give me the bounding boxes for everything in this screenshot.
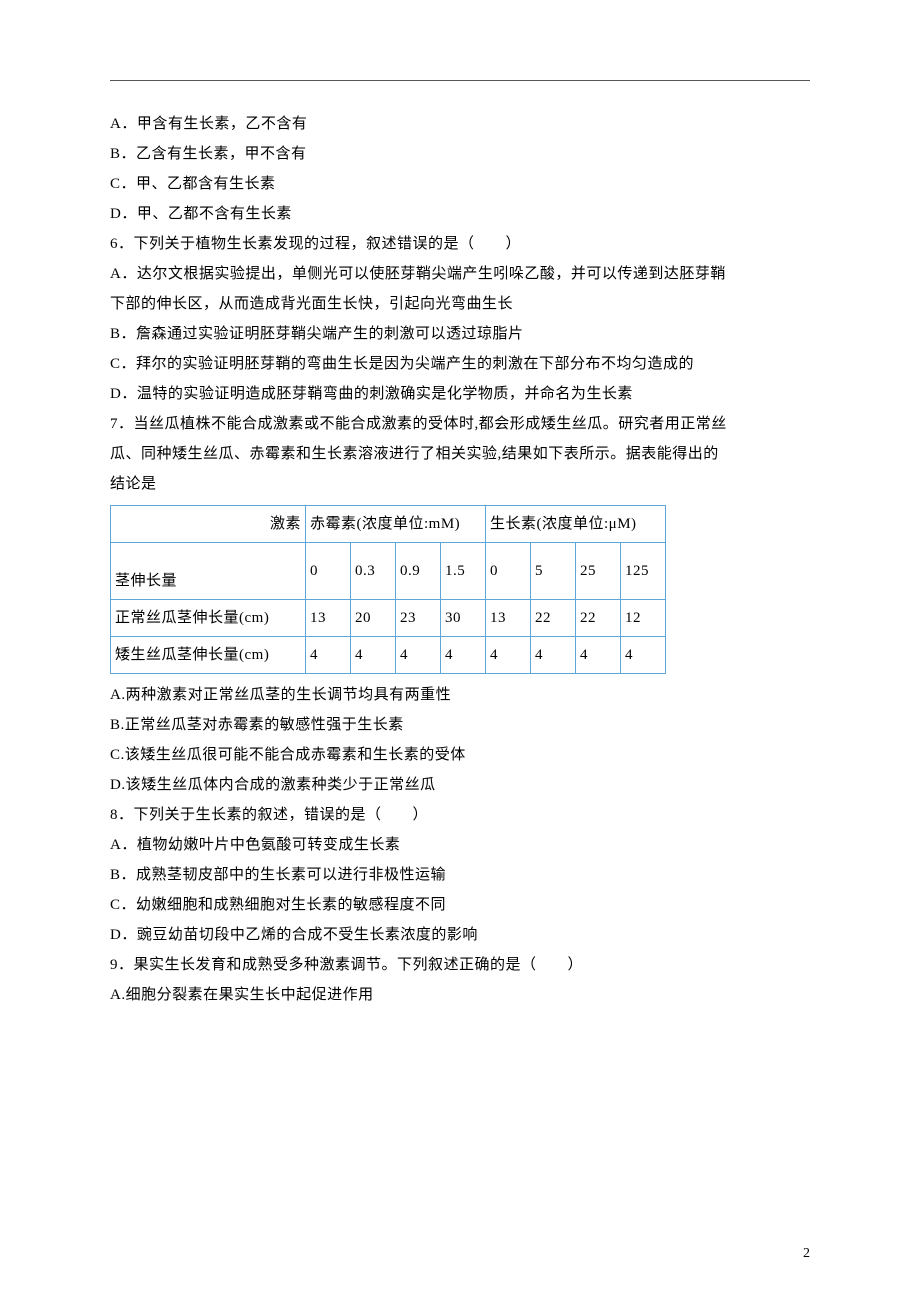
dwarf-v3: 4 bbox=[441, 637, 486, 674]
normal-v1: 20 bbox=[351, 600, 396, 637]
q8-option-b: B．成熟茎韧皮部中的生长素可以进行非极性运输 bbox=[110, 860, 810, 890]
q6-stem: 6．下列关于植物生长素发现的过程，叙述错误的是（ ） bbox=[110, 229, 810, 259]
table-row-dwarf: 矮生丝瓜茎伸长量(cm) 4 4 4 4 4 4 4 4 bbox=[111, 637, 666, 674]
dwarf-v7: 4 bbox=[621, 637, 666, 674]
q6-option-b: B．詹森通过实验证明胚芽鞘尖端产生的刺激可以透过琼脂片 bbox=[110, 319, 810, 349]
dwarf-v5: 4 bbox=[531, 637, 576, 674]
q6-option-c: C．拜尔的实验证明胚芽鞘的弯曲生长是因为尖端产生的刺激在下部分布不均匀造成的 bbox=[110, 349, 810, 379]
q7-option-d: D.该矮生丝瓜体内合成的激素种类少于正常丝瓜 bbox=[110, 770, 810, 800]
q6-option-d: D．温特的实验证明造成胚芽鞘弯曲的刺激确实是化学物质，并命名为生长素 bbox=[110, 379, 810, 409]
body-text: A．甲含有生长素，乙不含有 B．乙含有生长素，甲不含有 C．甲、乙都含有生长素 … bbox=[110, 109, 810, 1010]
dwarf-v1: 4 bbox=[351, 637, 396, 674]
normal-v0: 13 bbox=[306, 600, 351, 637]
q7-option-c: C.该矮生丝瓜很可能不能合成赤霉素和生长素的受体 bbox=[110, 740, 810, 770]
normal-v2: 23 bbox=[396, 600, 441, 637]
conc-v3: 1.5 bbox=[441, 543, 486, 600]
q7-option-a: A.两种激素对正常丝瓜茎的生长调节均具有两重性 bbox=[110, 680, 810, 710]
conc-v7: 125 bbox=[621, 543, 666, 600]
dwarf-v6: 4 bbox=[576, 637, 621, 674]
dwarf-v4: 4 bbox=[486, 637, 531, 674]
conc-v6: 25 bbox=[576, 543, 621, 600]
header-group2: 生长素(浓度单位:μM) bbox=[486, 506, 666, 543]
q7-stem-line3: 结论是 bbox=[110, 469, 810, 499]
q7-table: 激素 赤霉素(浓度单位:mM) 生长素(浓度单位:μM) 茎伸长量 0 0.3 … bbox=[110, 505, 810, 674]
q8-stem: 8．下列关于生长素的叙述，错误的是（ ） bbox=[110, 800, 810, 830]
table-row-conc: 茎伸长量 0 0.3 0.9 1.5 0 5 25 125 bbox=[111, 543, 666, 600]
conc-v2: 0.9 bbox=[396, 543, 441, 600]
q8-option-d: D．豌豆幼苗切段中乙烯的合成不受生长素浓度的影响 bbox=[110, 920, 810, 950]
top-rule bbox=[110, 80, 810, 81]
normal-v5: 22 bbox=[531, 600, 576, 637]
normal-v7: 12 bbox=[621, 600, 666, 637]
hormone-table: 激素 赤霉素(浓度单位:mM) 生长素(浓度单位:μM) 茎伸长量 0 0.3 … bbox=[110, 505, 666, 674]
q7-stem-line1: 7．当丝瓜植株不能合成激素或不能合成激素的受体时,都会形成矮生丝瓜。研究者用正常… bbox=[110, 409, 810, 439]
conc-v1: 0.3 bbox=[351, 543, 396, 600]
table-row-normal: 正常丝瓜茎伸长量(cm) 13 20 23 30 13 22 22 12 bbox=[111, 600, 666, 637]
q5-option-a: A．甲含有生长素，乙不含有 bbox=[110, 109, 810, 139]
normal-label: 正常丝瓜茎伸长量(cm) bbox=[111, 600, 306, 637]
conc-label: 茎伸长量 bbox=[111, 543, 306, 600]
q6-option-a-line2: 下部的伸长区，从而造成背光面生长快，引起向光弯曲生长 bbox=[110, 289, 810, 319]
q7-option-b: B.正常丝瓜茎对赤霉素的敏感性强于生长素 bbox=[110, 710, 810, 740]
header-label: 激素 bbox=[111, 506, 306, 543]
header-group1: 赤霉素(浓度单位:mM) bbox=[306, 506, 486, 543]
conc-v0: 0 bbox=[306, 543, 351, 600]
dwarf-v0: 4 bbox=[306, 637, 351, 674]
q9-option-a: A.细胞分裂素在果实生长中起促进作用 bbox=[110, 980, 810, 1010]
q5-option-c: C．甲、乙都含有生长素 bbox=[110, 169, 810, 199]
dwarf-v2: 4 bbox=[396, 637, 441, 674]
conc-v5: 5 bbox=[531, 543, 576, 600]
normal-v4: 13 bbox=[486, 600, 531, 637]
page-number: 2 bbox=[803, 1246, 810, 1262]
q7-stem-line2: 瓜、同种矮生丝瓜、赤霉素和生长素溶液进行了相关实验,结果如下表所示。据表能得出的 bbox=[110, 439, 810, 469]
q9-stem: 9．果实生长发育和成熟受多种激素调节。下列叙述正确的是（ ） bbox=[110, 950, 810, 980]
q5-option-d: D．甲、乙都不含有生长素 bbox=[110, 199, 810, 229]
normal-v3: 30 bbox=[441, 600, 486, 637]
q6-option-a-line1: A．达尔文根据实验提出，单侧光可以使胚芽鞘尖端产生吲哚乙酸，并可以传递到达胚芽鞘 bbox=[110, 259, 810, 289]
normal-v6: 22 bbox=[576, 600, 621, 637]
q5-option-b: B．乙含有生长素，甲不含有 bbox=[110, 139, 810, 169]
page: A．甲含有生长素，乙不含有 B．乙含有生长素，甲不含有 C．甲、乙都含有生长素 … bbox=[0, 0, 920, 1302]
q8-option-c: C．幼嫩细胞和成熟细胞对生长素的敏感程度不同 bbox=[110, 890, 810, 920]
q8-option-a: A．植物幼嫩叶片中色氨酸可转变成生长素 bbox=[110, 830, 810, 860]
dwarf-label: 矮生丝瓜茎伸长量(cm) bbox=[111, 637, 306, 674]
table-row-header: 激素 赤霉素(浓度单位:mM) 生长素(浓度单位:μM) bbox=[111, 506, 666, 543]
conc-v4: 0 bbox=[486, 543, 531, 600]
